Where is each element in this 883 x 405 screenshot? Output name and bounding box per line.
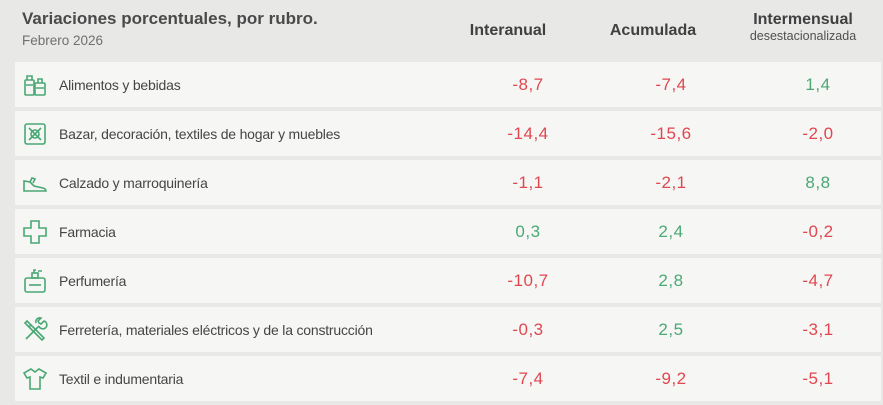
value-acumulada: -15,6 [650,124,692,143]
value-acumulada: 2,5 [658,320,684,339]
perfume-icon [21,267,49,295]
table-row: Calzado y marroquinería -1,1 -2,1 8,8 [15,160,881,205]
table-subtitle: Febrero 2026 [22,33,104,48]
value-intermensual: -4,7 [802,271,834,290]
table-row: Perfumería -10,7 2,8 -4,7 [15,258,881,303]
value-intermensual: -0,2 [802,222,834,241]
intermensual-label: Intermensual [753,11,853,28]
category-table: Alimentos y bebidas -8,7 -7,4 1,4 Bazar,… [15,62,881,405]
value-intermensual: -2,0 [802,124,834,143]
table-row: Farmacia 0,3 2,4 -0,2 [15,209,881,254]
row-label: Farmacia [59,223,116,240]
value-interanual: -8,7 [512,75,544,94]
row-label: Textil e indumentaria [59,370,184,387]
row-label: Ferretería, materiales eléctricos y de l… [59,321,373,338]
row-label: Calzado y marroquinería [59,174,208,191]
value-acumulada: -2,1 [655,173,687,192]
row-label: Alimentos y bebidas [59,76,181,93]
value-interanual: -1,1 [512,173,544,192]
value-intermensual: -3,1 [802,320,834,339]
shoe-icon [21,169,49,197]
intermensual-sublabel: desestacionalizada [749,29,857,43]
column-header-interanual: Interanual [469,22,547,39]
value-acumulada: -7,4 [655,75,687,94]
value-intermensual: 1,4 [805,75,831,94]
column-header-intermensual: Intermensual desestacionalizada [728,11,878,45]
value-intermensual: 8,8 [805,173,831,192]
value-interanual: 0,3 [515,222,541,241]
row-label: Bazar, decoración, textiles de hogar y m… [59,125,341,142]
grocery-icon [21,71,49,99]
value-interanual: -14,4 [507,124,549,143]
table-row: Bazar, decoración, textiles de hogar y m… [15,111,881,156]
table-row: Textil e indumentaria -7,4 -9,2 -5,1 [15,356,881,401]
value-interanual: -0,3 [512,320,544,339]
pharmacy-cross-icon [21,218,49,246]
shirt-icon [21,365,49,393]
value-interanual: -7,4 [512,369,544,388]
value-interanual: -10,7 [507,271,549,290]
tools-icon [21,316,49,344]
value-acumulada: 2,8 [658,271,684,290]
table-row: Ferretería, materiales eléctricos y de l… [15,307,881,352]
value-acumulada: 2,4 [658,222,684,241]
value-intermensual: -5,1 [802,369,834,388]
row-label: Perfumería [59,272,127,289]
home-goods-icon [21,120,49,148]
column-header-acumulada: Acumulada [609,22,697,39]
table-row: Alimentos y bebidas -8,7 -7,4 1,4 [15,62,881,107]
table-title: Variaciones porcentuales, por rubro. [22,9,318,28]
value-acumulada: -9,2 [655,369,687,388]
